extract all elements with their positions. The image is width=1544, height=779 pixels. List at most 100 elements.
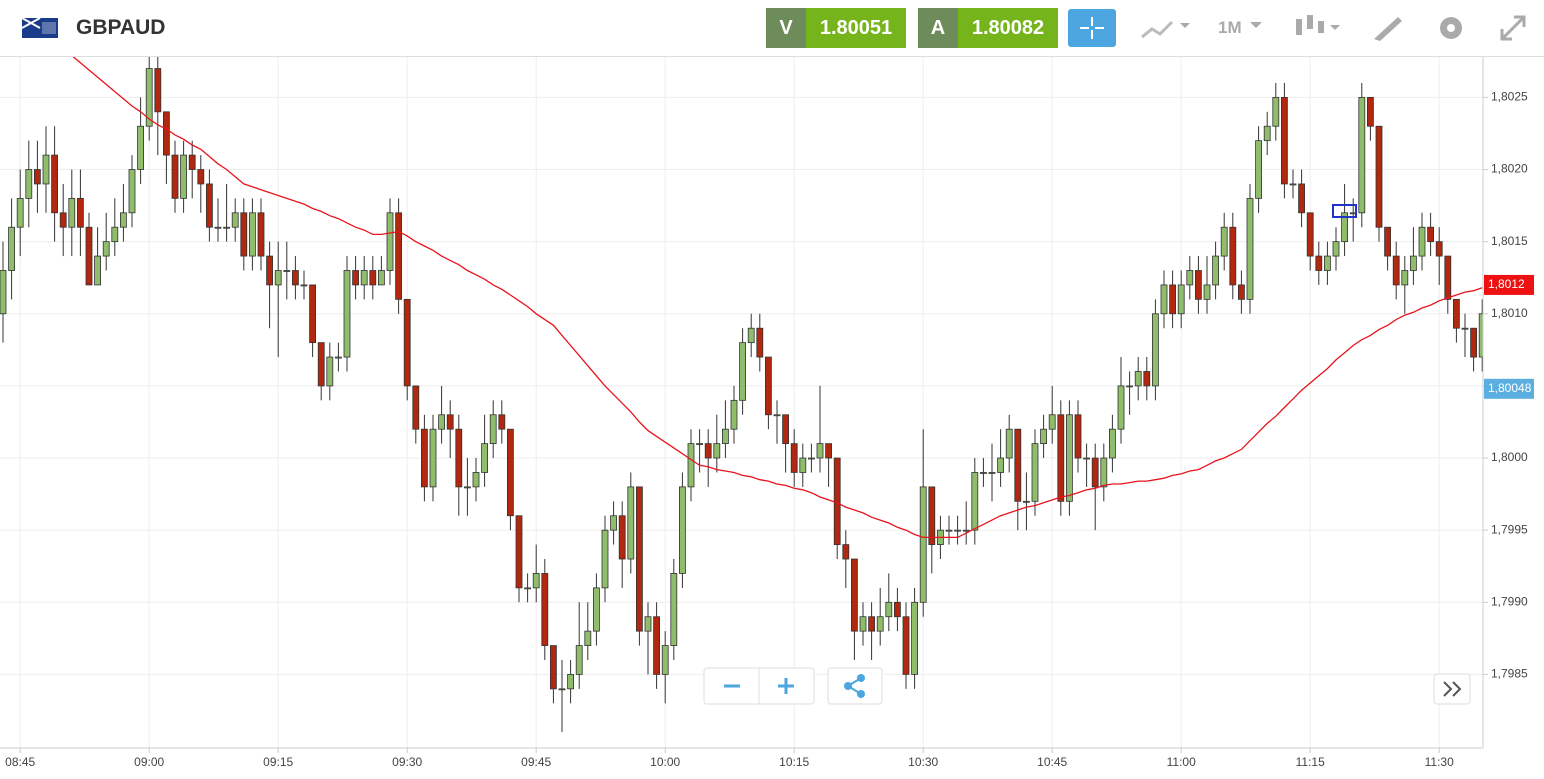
candle-body xyxy=(1143,371,1151,387)
candle-body xyxy=(799,457,807,473)
price-tag-label: 1,8012 xyxy=(1488,277,1525,291)
candle-body xyxy=(25,169,33,199)
candle-body xyxy=(403,298,411,387)
symbol: GBPAUD xyxy=(76,16,166,39)
candle-body xyxy=(653,616,660,675)
zoom-in-button[interactable] xyxy=(778,678,794,694)
price-tag xyxy=(1484,274,1534,295)
timeframe[interactable]: 1M xyxy=(1218,18,1242,37)
candle-body xyxy=(1341,212,1348,243)
share-box xyxy=(827,667,883,705)
bid-button[interactable]: V 1.80051 xyxy=(766,8,906,48)
settings-button[interactable] xyxy=(1436,13,1466,43)
candle-body xyxy=(962,529,970,532)
candle-body xyxy=(661,645,669,675)
candle-body xyxy=(627,486,635,560)
plot-area xyxy=(0,57,1483,733)
candle-body xyxy=(369,270,377,286)
candle-body xyxy=(274,270,282,286)
candle-body xyxy=(980,472,987,474)
candle-body xyxy=(1229,226,1237,286)
candle-body xyxy=(825,443,832,459)
candle-body xyxy=(894,601,901,618)
candle-body xyxy=(51,154,58,214)
candle-body xyxy=(102,241,110,257)
draw-button[interactable] xyxy=(1372,13,1404,43)
candle-body xyxy=(945,529,953,532)
candle-body xyxy=(240,212,248,257)
candle-body xyxy=(386,212,394,271)
x-tick-label: 11:30 xyxy=(1425,755,1454,769)
candle-body xyxy=(16,197,24,228)
x-tick-label: 09:00 xyxy=(134,755,164,769)
candle-body xyxy=(248,212,256,257)
candle-body xyxy=(1126,385,1133,388)
candle-body xyxy=(343,270,351,358)
candle-body xyxy=(713,443,721,459)
candle-body xyxy=(506,428,514,517)
scroll-right-button[interactable] xyxy=(1443,681,1462,697)
candle-body xyxy=(154,68,162,113)
candle-body xyxy=(1392,255,1400,286)
candle-body xyxy=(446,414,454,430)
candle-body xyxy=(1410,255,1417,271)
candle-body xyxy=(1478,313,1483,358)
candle-body xyxy=(360,270,368,286)
candle-body xyxy=(334,356,342,359)
candle-body xyxy=(498,414,506,430)
chart-type-button[interactable] xyxy=(1138,13,1198,43)
candle-body xyxy=(1332,241,1340,257)
candle-body xyxy=(541,573,549,646)
candle-body xyxy=(1435,241,1443,257)
candle-body xyxy=(1177,284,1185,315)
candle-body xyxy=(1152,313,1159,387)
candle-body xyxy=(1091,457,1099,488)
candle-body xyxy=(1186,270,1194,286)
candle-body xyxy=(1238,284,1245,300)
candle-body xyxy=(223,226,231,229)
candle-body xyxy=(747,327,755,344)
candle-button[interactable] xyxy=(1290,11,1350,45)
x-tick-label: 11:00 xyxy=(1167,755,1196,769)
candle-body xyxy=(1100,457,1108,488)
candle-body xyxy=(1358,96,1366,214)
price-tag xyxy=(1484,378,1534,399)
candle-body xyxy=(1246,197,1254,300)
candle-body xyxy=(1117,385,1125,430)
candle-body xyxy=(197,169,205,185)
candle-body xyxy=(1427,226,1434,243)
candle-body xyxy=(180,154,188,199)
candle-body xyxy=(704,443,712,459)
y-tick-label: 1,7995 xyxy=(1491,522,1528,536)
candle-body xyxy=(438,414,446,430)
candle-body xyxy=(868,616,875,632)
candle-body xyxy=(162,111,170,156)
candle-body xyxy=(584,630,592,646)
candle-body xyxy=(1023,500,1030,503)
candle-body xyxy=(472,472,480,488)
candle-body xyxy=(851,558,858,632)
candle-body xyxy=(429,428,437,488)
y-tick-label: 1,8020 xyxy=(1491,162,1528,176)
candle-body xyxy=(1281,96,1288,185)
toolbar: GBPAUD V 1.80051 A 1.80082 1M xyxy=(0,0,1544,57)
candle-body xyxy=(77,197,84,228)
candle-body xyxy=(1109,428,1116,459)
ask-price: 1.80082 xyxy=(958,8,1058,48)
candle-body xyxy=(128,169,136,214)
candle-body xyxy=(558,688,566,691)
bid-label: V xyxy=(766,8,806,48)
candle-body xyxy=(1298,183,1305,214)
crosshair-button[interactable] xyxy=(1068,9,1116,47)
candle-body xyxy=(1066,414,1073,502)
fullscreen-button[interactable] xyxy=(1498,13,1528,43)
candle-body xyxy=(1005,428,1013,459)
candle-body xyxy=(326,356,334,387)
candle-body xyxy=(1195,270,1202,300)
ask-button[interactable]: A 1.80082 xyxy=(918,8,1058,48)
candle-body xyxy=(145,68,153,127)
candle-body xyxy=(1134,371,1142,387)
candle-body xyxy=(1203,284,1211,300)
share-button[interactable] xyxy=(844,674,865,698)
candle-body xyxy=(928,486,936,545)
